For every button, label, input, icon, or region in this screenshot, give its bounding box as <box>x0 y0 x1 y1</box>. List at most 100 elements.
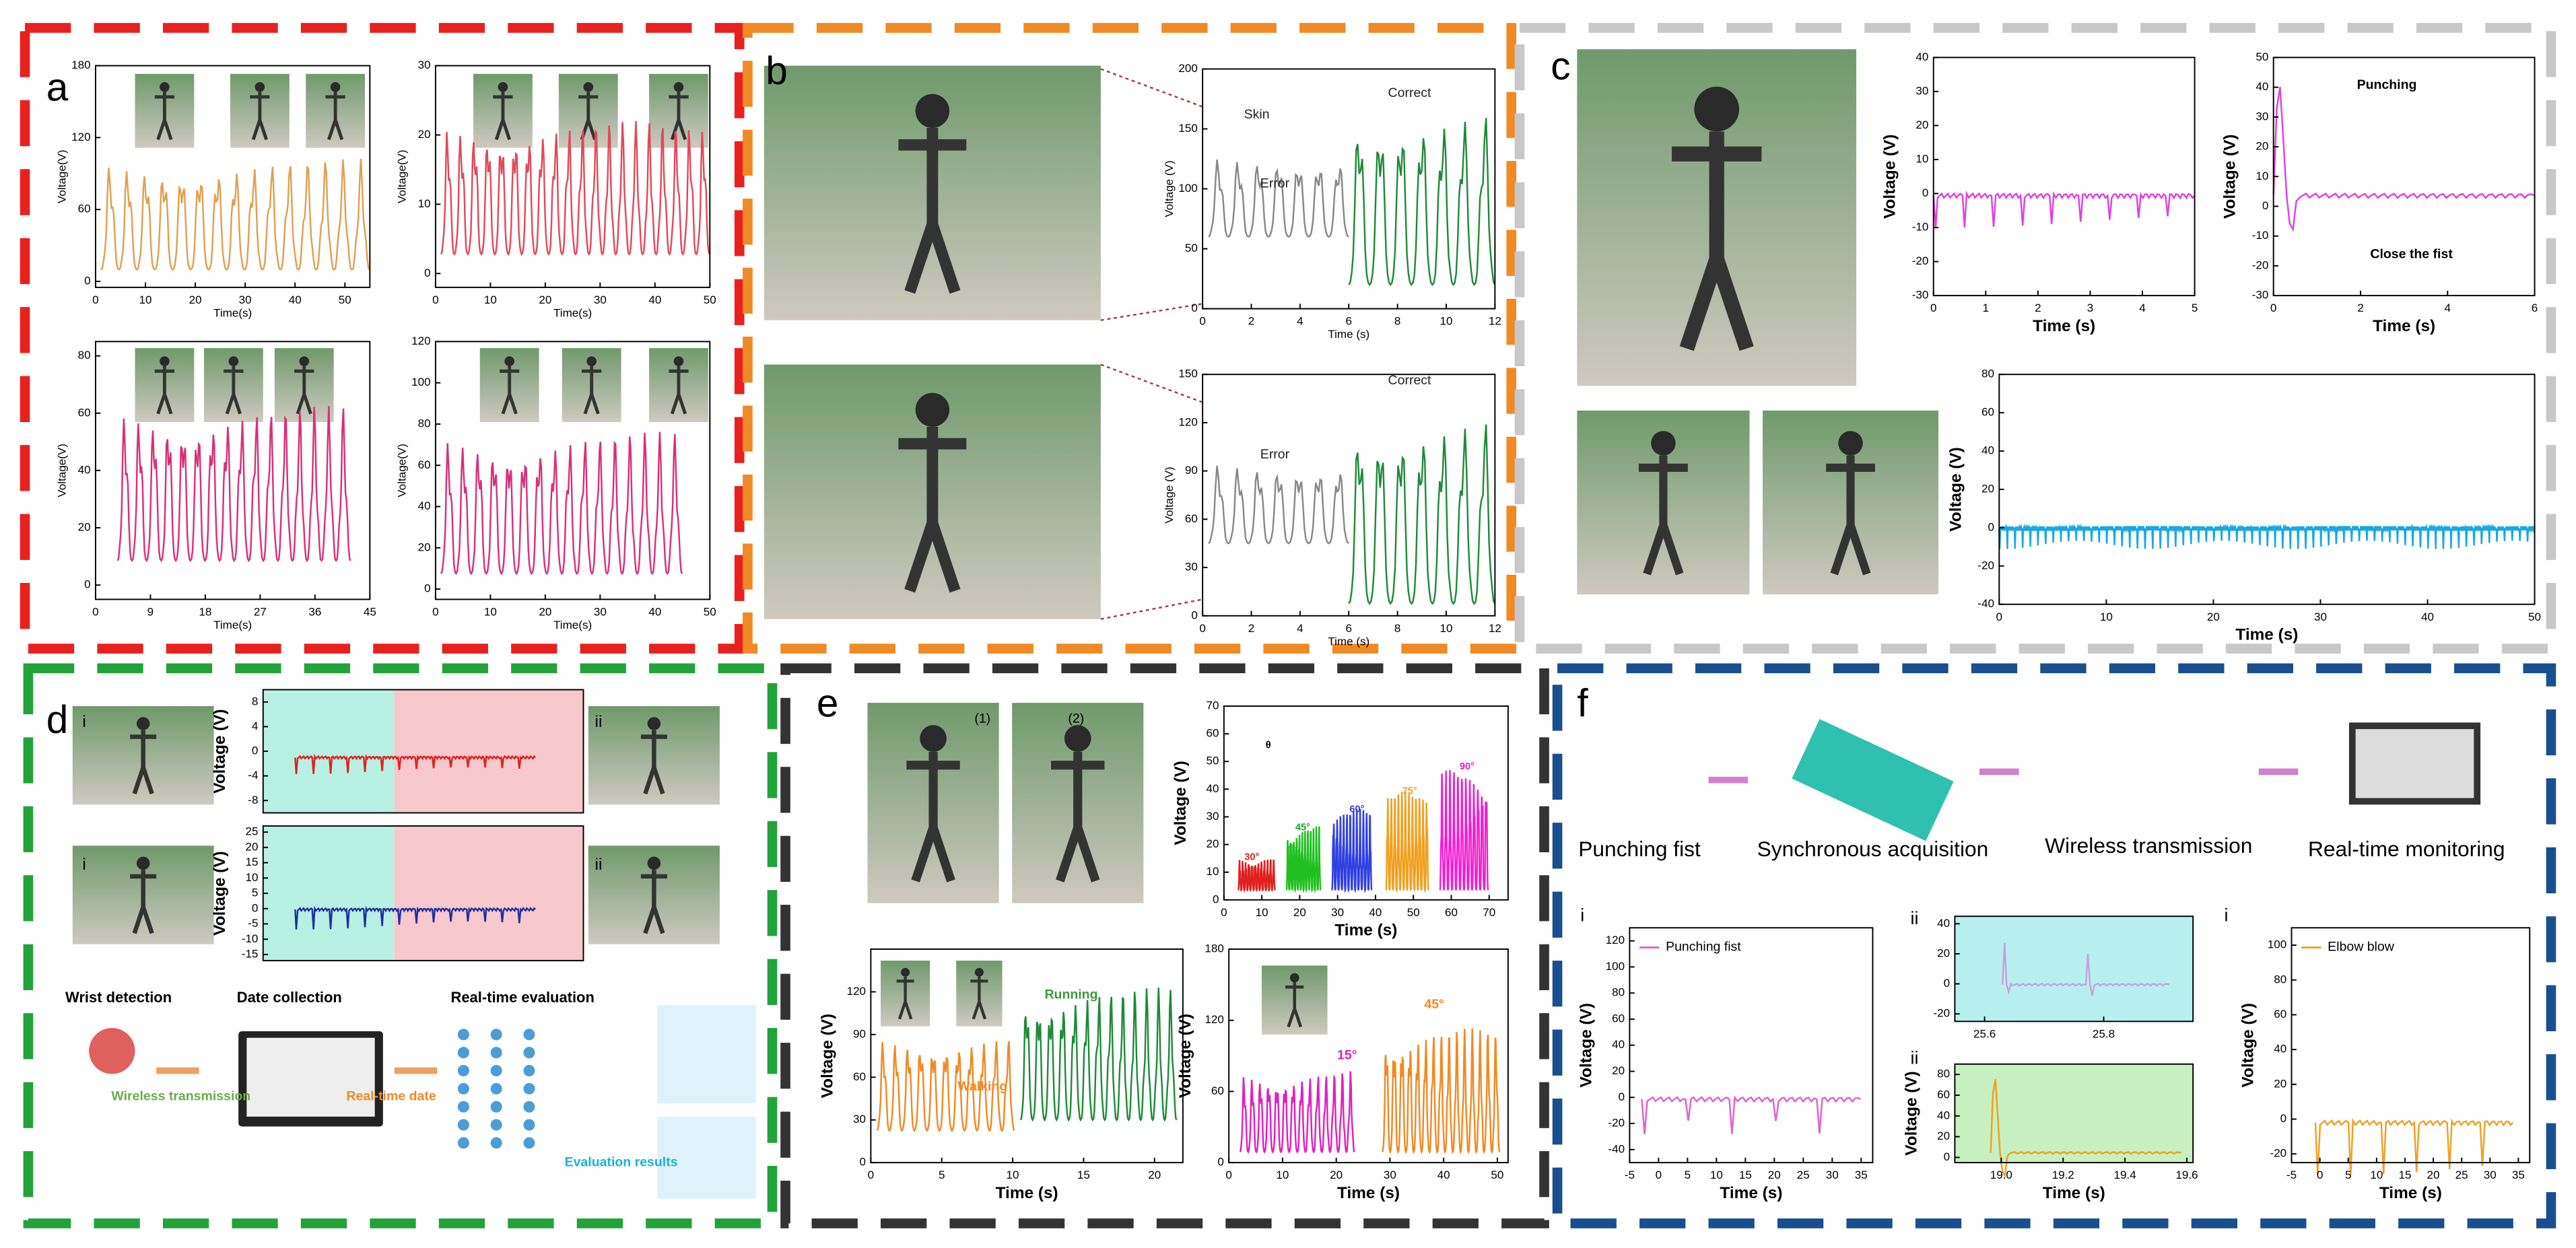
x-axis-label: Time(s) <box>213 306 252 319</box>
panel-border <box>23 663 778 1228</box>
legend-label: Punching fist <box>1666 940 1741 955</box>
y-tick-label: 20 <box>418 128 431 141</box>
arrow <box>1708 768 2299 784</box>
x-axis-label: Time(s) <box>553 619 592 631</box>
x-tick-label: 20 <box>1148 1169 1161 1181</box>
y-tick-label: 100 <box>1606 960 1625 973</box>
person-head <box>160 356 170 367</box>
panel-label: b <box>766 49 788 93</box>
y-tick-label: -40 <box>1608 1142 1625 1155</box>
panel-text: Punching fist <box>1578 837 1701 861</box>
person-body <box>493 92 513 141</box>
y-tick-label: -8 <box>248 794 258 806</box>
y-tick-label: 0 <box>1191 609 1198 621</box>
x-axis-label: Time (s) <box>996 1184 1058 1202</box>
person-head <box>647 717 661 730</box>
network-node <box>490 1137 502 1149</box>
person-head <box>583 81 594 92</box>
plot-frame <box>1228 948 1509 1164</box>
y-axis-label: Voltage (V) <box>1577 1003 1595 1088</box>
y-tick-label: 4 <box>252 720 259 732</box>
x-tick-label: 30 <box>1826 1169 1839 1181</box>
y-tick-label: 20 <box>1612 1064 1625 1077</box>
network-node <box>523 1101 535 1113</box>
x-tick-label: 50 <box>704 605 716 618</box>
network-node <box>457 1119 469 1131</box>
waveform <box>1239 1071 1355 1154</box>
person-head <box>920 725 947 752</box>
y-tick-label: -5 <box>248 917 258 930</box>
x-tick-label: 0 <box>1221 906 1227 919</box>
y-tick-label: -20 <box>1977 559 1994 571</box>
x-tick-label: 4 <box>2139 302 2146 314</box>
y-tick-label: 10 <box>1207 865 1219 878</box>
x-tick-label: 20 <box>539 293 551 306</box>
x-tick-label: 25 <box>2455 1169 2468 1181</box>
waveform <box>294 753 537 774</box>
y-tick-label: 0 <box>2262 199 2269 212</box>
y-tick-label: 80 <box>78 349 91 361</box>
y-tick-label: 20 <box>1937 1130 1950 1142</box>
waveform <box>440 431 683 576</box>
y-tick-label: 50 <box>1207 755 1219 767</box>
plot-frame <box>2291 927 2531 1164</box>
y-tick-label: -20 <box>1608 1117 1625 1130</box>
annotation: Running <box>1044 987 1097 1002</box>
waveform <box>294 905 537 930</box>
network-node <box>490 1101 502 1113</box>
y-tick-label: 20 <box>245 840 258 853</box>
plot-background <box>263 826 395 961</box>
x-tick-label: 30 <box>2484 1169 2497 1181</box>
y-tick-label: 30 <box>2256 110 2268 123</box>
x-tick-label: 15 <box>2398 1169 2411 1181</box>
y-tick-label: -20 <box>2252 258 2269 271</box>
network-node <box>457 1137 469 1149</box>
person-body <box>130 870 157 934</box>
x-tick-label: 10 <box>1276 1169 1289 1181</box>
y-tick-label: 0 <box>1213 893 1219 905</box>
x-axis-label: Time(s) <box>553 306 592 319</box>
dotted-link <box>1100 68 1203 620</box>
person-head <box>586 356 597 367</box>
person-body <box>1826 455 1875 576</box>
y-axis-label: Voltage (V) <box>1902 1071 1920 1156</box>
y-tick-label: -15 <box>242 948 259 961</box>
x-tick-label: 30 <box>1331 906 1344 919</box>
waveform <box>1330 808 1373 894</box>
y-tick-label: 40 <box>1937 917 1950 930</box>
y-tick-label: -4 <box>248 769 258 782</box>
person-body <box>224 366 244 415</box>
person-head <box>1694 86 1740 132</box>
plot-frame <box>1932 57 2196 297</box>
person-head <box>136 717 150 730</box>
x-tick-label: -5 <box>2286 1169 2297 1181</box>
y-tick-label: 20 <box>1207 837 1219 850</box>
network-node <box>490 1047 502 1059</box>
waveform <box>1208 159 1350 238</box>
x-tick-label: 0 <box>1199 315 1206 328</box>
y-tick-label: 30 <box>1185 561 1198 574</box>
person-body <box>294 366 314 415</box>
y-axis-label: Voltage (V) <box>1163 160 1176 217</box>
y-tick-label: 40 <box>1981 444 1994 457</box>
waveform <box>1998 523 2536 549</box>
x-tick-label: 35 <box>1855 1169 1868 1181</box>
y-tick-label: 50 <box>2256 50 2268 63</box>
y-tick-label: -30 <box>2252 289 2269 302</box>
x-tick-label: 2 <box>2357 302 2364 314</box>
y-tick-label: 60 <box>1211 1084 1224 1097</box>
person-head <box>1064 725 1091 752</box>
laptop-screen <box>246 1037 375 1117</box>
y-tick-label: 8 <box>252 695 259 707</box>
network-node <box>523 1082 535 1095</box>
panel-border <box>780 663 1549 1228</box>
x-tick-label: 30 <box>594 605 607 618</box>
person-body <box>154 92 175 141</box>
person-body <box>640 730 667 795</box>
x-axis-label: Time (s) <box>1328 328 1369 341</box>
x-tick-label: 2 <box>2035 302 2041 314</box>
panel-border <box>743 23 1517 654</box>
y-tick-label: 100 <box>2268 938 2286 951</box>
x-tick-label: 10 <box>1440 622 1453 635</box>
